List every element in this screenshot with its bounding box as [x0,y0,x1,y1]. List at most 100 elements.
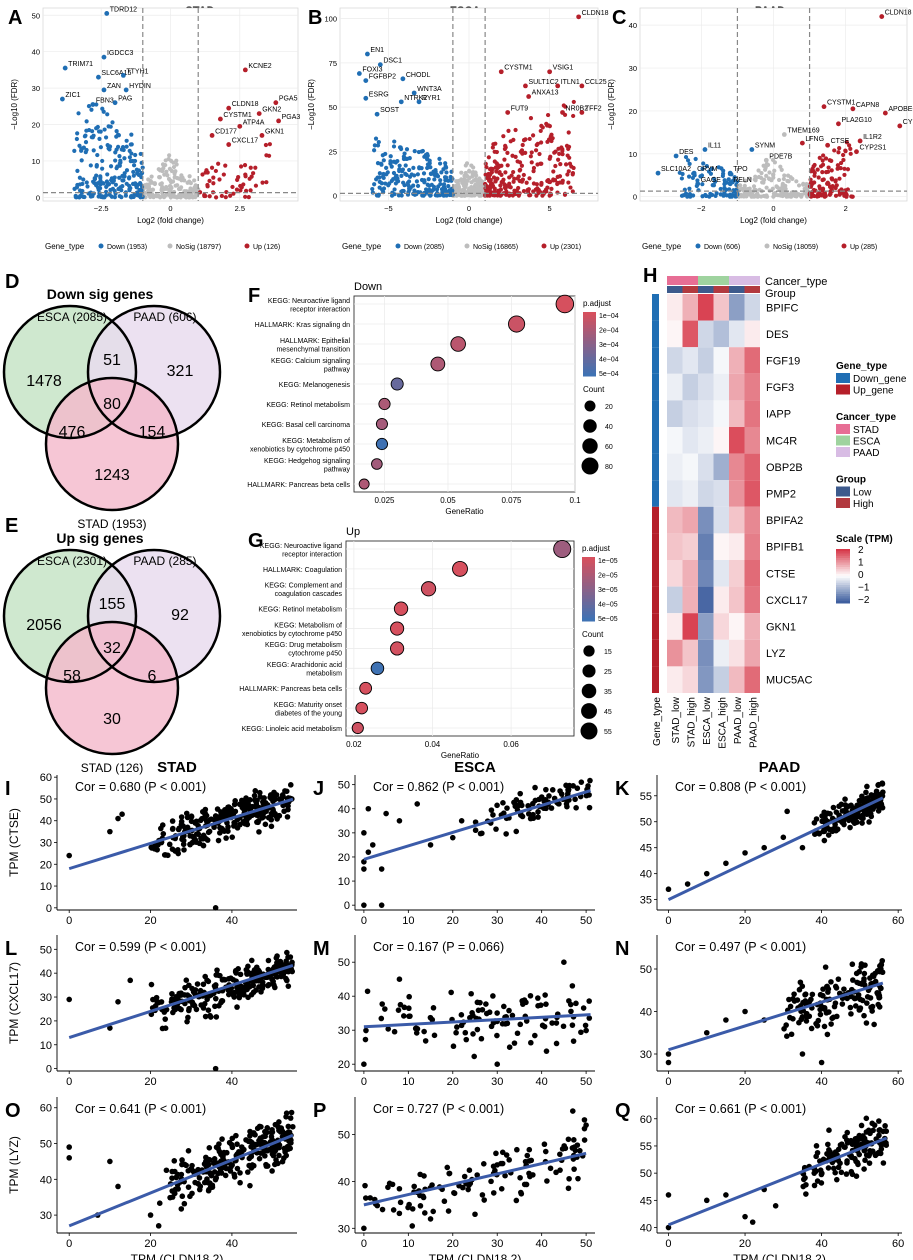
term-label: mesenchymal transition [276,346,350,353]
sample-point [583,1027,589,1034]
point-up [484,188,489,193]
sample-point [796,986,803,993]
heat-legend-key [836,373,850,383]
point-up [566,130,571,135]
gene-label: SLC10A2 [661,166,691,173]
sample-point [256,1137,262,1144]
sample-point [863,789,869,796]
sample-point [406,993,412,1000]
sample-point [803,1018,810,1024]
point-up [520,142,525,148]
heat-cell [682,347,698,374]
point-up [239,185,244,190]
point-up [812,180,817,185]
sample-point [525,811,532,817]
gene-type-cell [652,453,659,481]
point-down [729,193,735,199]
sample-point [541,1023,548,1030]
sample-point [703,870,710,877]
gene-type-cell [652,400,659,427]
point-down [392,187,397,192]
sample-point [234,1141,240,1148]
sample-point [115,999,121,1005]
point-up [492,186,497,191]
gene-label: SULT1C2 [528,79,558,86]
sample-point [838,1169,845,1176]
row-y-label: TPM (LYZ) [7,1136,21,1194]
sample-point [561,1143,567,1149]
heat-cell [698,320,714,348]
sample-point [854,979,860,986]
heat-cell [667,320,683,348]
legend-title: Gene_type [45,242,85,251]
sample-point [876,1004,883,1010]
point-down [94,102,99,107]
sample-point [220,976,227,983]
sample-point [282,968,289,975]
sample-point [454,1024,460,1030]
point-nosig [188,180,193,186]
x-tick-label: 10 [402,915,414,927]
sample-point [361,902,367,908]
scale-legend-title: Scale (TPM) [836,534,893,545]
heat-cell [667,613,683,640]
sample-point [463,1036,470,1043]
sample-point [422,1038,429,1044]
gene-label: CYP2S1 [859,145,886,152]
colorbar-tick: 5e−05 [598,616,618,623]
sample-point [855,1161,861,1168]
sample-point [453,1029,459,1036]
sample-point [856,1151,863,1158]
point-up [505,163,510,168]
point-up [503,143,508,148]
point-down [95,181,100,186]
point-up [560,148,565,153]
colorbar-segment [582,605,595,609]
term-label: coagulation cascades [275,591,343,598]
point-up [550,136,555,141]
point-down [718,192,723,197]
x-axis-label: GeneRatio [445,507,484,516]
gene-label: ESRG [369,91,389,98]
sample-point [791,991,797,997]
point-down [397,168,402,174]
sample-point [871,1122,878,1128]
point-down [443,165,449,170]
sample-point [249,803,256,810]
sample-point [234,825,241,831]
size-key-label: 60 [605,444,613,451]
sample-point [474,999,481,1006]
point-down [102,127,107,132]
sample-point [422,1210,428,1216]
y-tick-label: 10 [40,1040,52,1052]
point-up [837,146,842,151]
venn-set-label-c: STAD (126) [81,761,143,775]
colorbar-segment [582,585,595,590]
row-label: BPIFC [766,302,798,314]
point-nosig [163,158,168,163]
point-down [392,139,397,144]
sample-point [272,1161,278,1168]
labeled-gene-point [781,132,787,137]
y-tick-label: 40 [640,869,652,881]
sample-point [169,990,175,997]
panel-letter-A: A [8,7,22,29]
point-up [230,184,235,190]
point-up [492,149,497,154]
point-down [446,184,451,189]
size-key [583,419,597,433]
point-up [833,185,838,190]
point-nosig [774,184,779,189]
heat-cell [698,373,714,401]
point-down [76,111,81,116]
point-down [391,170,397,176]
point-nosig [474,173,479,178]
sample-point [178,1006,184,1013]
heat-cell [698,453,714,481]
venn-title: Down sig genes [47,286,154,302]
x-tick-label: 5 [548,204,552,213]
venn-outline-1 [86,548,222,684]
sample-point [209,1182,216,1189]
point-up [509,173,514,178]
